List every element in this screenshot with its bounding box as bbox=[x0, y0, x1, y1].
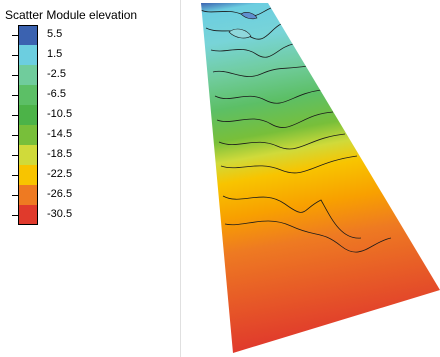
legend-entry: -2.5 bbox=[0, 65, 170, 85]
legend-tick bbox=[12, 35, 19, 36]
legend-tick bbox=[12, 215, 19, 216]
island-outline bbox=[240, 12, 258, 20]
legend-tick bbox=[12, 115, 19, 116]
legend-title: Scatter Module elevation bbox=[5, 8, 138, 22]
contour-line bbox=[222, 195, 362, 239]
legend-swatch bbox=[18, 145, 38, 165]
legend-entry: -22.5 bbox=[0, 165, 170, 185]
contour-line bbox=[216, 111, 334, 128]
terrain-viewport[interactable] bbox=[181, 0, 440, 357]
legend-entry: -14.5 bbox=[0, 125, 170, 145]
legend-label: -2.5 bbox=[47, 68, 66, 80]
legend-tick bbox=[12, 55, 19, 56]
legend-swatch bbox=[18, 85, 38, 105]
island-outline bbox=[228, 28, 252, 39]
contour-line bbox=[224, 220, 392, 253]
legend-entry: -26.5 bbox=[0, 185, 170, 205]
legend-label: -26.5 bbox=[47, 188, 73, 200]
legend-entry: -30.5 bbox=[0, 205, 170, 225]
legend-swatch bbox=[18, 165, 38, 185]
contour-line bbox=[212, 65, 308, 77]
legend-label: -22.5 bbox=[47, 168, 73, 180]
legend-entry: -10.5 bbox=[0, 105, 170, 125]
legend-label: -30.5 bbox=[47, 208, 73, 220]
legend-swatch bbox=[18, 185, 38, 205]
legend-swatch bbox=[18, 105, 38, 125]
legend-tick bbox=[12, 135, 19, 136]
legend-entry: 1.5 bbox=[0, 45, 170, 65]
legend-entry: -18.5 bbox=[0, 145, 170, 165]
contour-line bbox=[210, 43, 294, 58]
legend-swatch bbox=[18, 205, 38, 225]
legend-label: 1.5 bbox=[47, 48, 63, 60]
legend-label: -18.5 bbox=[47, 148, 73, 160]
legend-panel: Scatter Module elevation 5.5 1.5 -2.5 -6.5 -… bbox=[0, 0, 181, 357]
legend-tick bbox=[12, 95, 19, 96]
contour-line bbox=[218, 133, 346, 150]
legend-tick bbox=[12, 75, 19, 76]
legend-label: 5.5 bbox=[47, 28, 63, 40]
contour-line bbox=[214, 89, 322, 104]
legend-swatch bbox=[18, 25, 38, 45]
legend-swatch bbox=[18, 65, 38, 85]
legend-label: -14.5 bbox=[47, 128, 73, 140]
legend-label: -10.5 bbox=[47, 108, 73, 120]
legend-tick bbox=[12, 195, 19, 196]
contour-line bbox=[220, 155, 358, 174]
legend-label: -6.5 bbox=[47, 88, 66, 100]
legend-swatch bbox=[18, 125, 38, 145]
legend-tick bbox=[12, 155, 19, 156]
legend-swatch bbox=[18, 45, 38, 65]
legend-entry: -6.5 bbox=[0, 85, 170, 105]
legend-entry: 5.5 bbox=[0, 25, 170, 45]
terrain-strip bbox=[201, 3, 440, 353]
legend-tick bbox=[12, 175, 19, 176]
terrain-surface[interactable] bbox=[181, 0, 440, 357]
